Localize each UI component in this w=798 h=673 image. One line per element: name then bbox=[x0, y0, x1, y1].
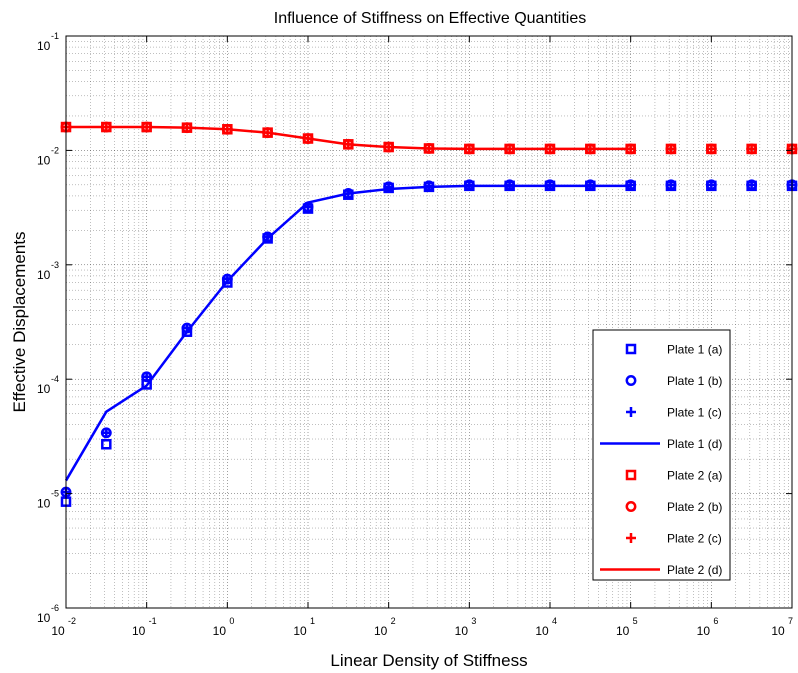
y-tick-label-exponent: -6 bbox=[51, 603, 59, 613]
x-tick-label-base: 10 bbox=[213, 624, 227, 638]
series-3 bbox=[64, 184, 631, 482]
legend-label: Plate 1 (b) bbox=[667, 374, 722, 388]
y-tick-label-exponent: -2 bbox=[51, 145, 59, 155]
legend-marker-circle bbox=[625, 501, 637, 512]
legend-label: Plate 1 (d) bbox=[667, 437, 722, 451]
x-tick-label-exponent: 2 bbox=[391, 616, 396, 626]
x-tick-label-exponent: 5 bbox=[633, 616, 638, 626]
legend-label: Plate 2 (d) bbox=[667, 563, 722, 577]
x-tick-label-exponent: 4 bbox=[552, 616, 557, 626]
x-tick-label-exponent: 3 bbox=[471, 616, 476, 626]
x-tick-label-base: 10 bbox=[293, 624, 307, 638]
grid-layer bbox=[66, 36, 792, 608]
series-line bbox=[66, 125, 631, 151]
plot-area-frame bbox=[65, 35, 793, 609]
legend-item: Plate 2 (a) bbox=[625, 469, 722, 483]
legend-item: Plate 1 (d) bbox=[600, 437, 722, 451]
x-tick-label-base: 10 bbox=[132, 624, 146, 638]
legend-marker-square bbox=[625, 469, 637, 481]
legend-marker-square bbox=[625, 343, 637, 355]
x-tick-label-base: 10 bbox=[616, 624, 630, 638]
data-point-plus bbox=[665, 179, 676, 190]
x-tick-label-base: 10 bbox=[697, 624, 711, 638]
y-tick-label-exponent: -3 bbox=[51, 260, 59, 270]
legend-marker-circle bbox=[625, 375, 637, 386]
legend-item: Plate 2 (b) bbox=[625, 500, 722, 514]
legend-label: Plate 2 (c) bbox=[667, 532, 722, 546]
x-tick-label-exponent: 6 bbox=[713, 616, 718, 626]
y-tick-label-base: 10 bbox=[37, 611, 51, 625]
legend: Plate 1 (a) Plate 1 (b) Plate 1 (c) Plate 1… bbox=[592, 329, 731, 581]
data-point-plus bbox=[101, 427, 112, 438]
legend-item: Plate 1 (b) bbox=[625, 374, 722, 388]
legend-item: Plate 2 (d) bbox=[600, 563, 722, 577]
x-tick-label-base: 10 bbox=[455, 624, 469, 638]
legend-label: Plate 1 (c) bbox=[667, 406, 722, 420]
x-tick-label-exponent: 0 bbox=[229, 616, 234, 626]
data-point-plus bbox=[706, 143, 717, 154]
x-tick-label-exponent: -1 bbox=[149, 616, 157, 626]
legend-box bbox=[592, 329, 731, 581]
y-tick-label-base: 10 bbox=[37, 268, 51, 282]
y-tick-label-exponent: -4 bbox=[51, 374, 59, 384]
chart-title: Influence of Stiffness on Effective Quan… bbox=[274, 10, 586, 27]
x-tick-label-exponent: -2 bbox=[68, 616, 76, 626]
legend-label: Plate 2 (a) bbox=[667, 469, 722, 483]
y-tick-label-base: 10 bbox=[37, 39, 51, 53]
data-point-plus bbox=[665, 143, 676, 154]
y-tick-label-base: 10 bbox=[37, 382, 51, 396]
y-tick-label-base: 10 bbox=[37, 497, 51, 511]
x-tick-label-base: 10 bbox=[51, 624, 65, 638]
y-tick-label-exponent: -1 bbox=[51, 31, 59, 41]
x-tick-label-base: 10 bbox=[771, 624, 785, 638]
legend-item: Plate 1 (c) bbox=[626, 406, 722, 420]
data-point-plus bbox=[706, 179, 717, 190]
legend-marker-plus bbox=[626, 407, 636, 417]
series-line bbox=[64, 184, 631, 482]
legend-label: Plate 1 (a) bbox=[667, 343, 722, 357]
series-layer bbox=[60, 121, 798, 507]
y-tick-label-exponent: -5 bbox=[51, 489, 59, 499]
axis-layer: 10-210-110010110210310410510610710-610-5… bbox=[37, 31, 793, 638]
legend-marker-plus bbox=[626, 533, 636, 543]
data-point-square bbox=[101, 439, 112, 450]
legend-item: Plate 1 (a) bbox=[625, 343, 722, 357]
x-tick-label-exponent: 7 bbox=[788, 616, 793, 626]
data-point-plus bbox=[746, 143, 757, 154]
y-axis-label: Effective Displacements bbox=[10, 231, 29, 412]
x-axis-label: Linear Density of Stiffness bbox=[330, 651, 527, 670]
y-tick-label-base: 10 bbox=[37, 153, 51, 167]
x-tick-label-exponent: 1 bbox=[310, 616, 315, 626]
x-tick-label-base: 10 bbox=[535, 624, 549, 638]
legend-item: Plate 2 (c) bbox=[626, 532, 722, 546]
data-point-plus bbox=[746, 179, 757, 190]
x-tick-label-base: 10 bbox=[374, 624, 388, 638]
legend-label: Plate 2 (b) bbox=[667, 500, 722, 514]
series-7 bbox=[66, 125, 631, 151]
data-point-plus bbox=[141, 371, 152, 382]
